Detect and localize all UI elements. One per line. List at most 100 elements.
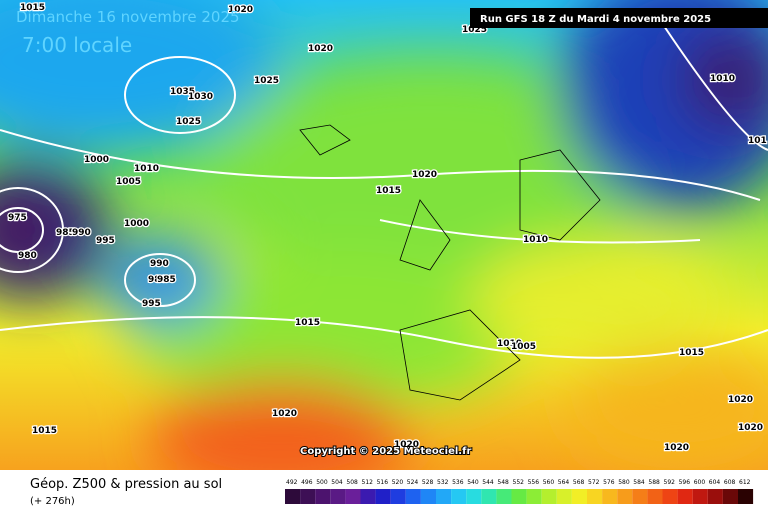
scale-label: 596 xyxy=(679,479,691,486)
scale-swatch xyxy=(587,489,603,504)
scale-swatch xyxy=(405,489,421,504)
scale-swatch xyxy=(330,489,346,504)
isobar-label: 1000 xyxy=(84,155,109,165)
isobar-label: 1035 xyxy=(170,87,195,97)
scale-label: 520 xyxy=(392,479,404,486)
isobar-label: 1010 xyxy=(710,74,735,84)
isobar-label: 1020 xyxy=(228,5,253,15)
scale-label: 560 xyxy=(543,479,555,486)
isobar-label: 1020 xyxy=(308,44,333,54)
scale-label: 588 xyxy=(648,479,660,486)
isobar-label: 990 xyxy=(72,228,91,238)
scale-label: 552 xyxy=(513,479,525,486)
scale-label: 600 xyxy=(694,479,706,486)
isobar-label: 1015 xyxy=(20,3,45,13)
scale-swatch xyxy=(571,489,587,504)
copyright: Copyright © 2025 Meteociel.fr xyxy=(300,446,471,457)
isobar-label: 1005 xyxy=(116,177,141,187)
scale-swatch xyxy=(541,489,557,504)
isobar-label: 1025 xyxy=(176,117,201,127)
scale-swatch xyxy=(692,489,708,504)
isobar-label: 1005 xyxy=(511,342,536,352)
run: Run GFS 18 Z du Mardi 4 novembre 2025 xyxy=(480,14,711,25)
isobar-label: 1010 xyxy=(497,339,522,349)
scale-swatch xyxy=(722,489,738,504)
isobar-label: 1020 xyxy=(728,395,753,405)
scale-swatch xyxy=(420,489,436,504)
isobar-label: 1020 xyxy=(664,443,689,453)
scale-swatch xyxy=(375,489,391,504)
scale-swatch xyxy=(556,489,572,504)
scale-label: 572 xyxy=(588,479,600,486)
scale-swatch xyxy=(677,489,693,504)
scale-label: 532 xyxy=(437,479,449,486)
isobar-label: 1020 xyxy=(394,440,419,450)
footer-subtitle: (+ 276h) xyxy=(30,496,75,507)
scale-label: 576 xyxy=(603,479,615,486)
isobar-label: 1010 xyxy=(134,164,159,174)
scale-label: 568 xyxy=(573,479,585,486)
scale-label: 496 xyxy=(301,479,313,486)
time: 7:00 locale xyxy=(22,33,132,57)
scale-swatch xyxy=(526,489,542,504)
isobar-label: 980 xyxy=(148,275,167,285)
isobar-label: 1015 xyxy=(679,348,704,358)
scale-label: 512 xyxy=(362,479,374,486)
scale-swatch xyxy=(602,489,618,504)
scale-label: 504 xyxy=(331,479,343,486)
scale-swatch xyxy=(390,489,406,504)
field xyxy=(0,0,768,500)
isobar-label: 1015 xyxy=(32,426,57,436)
isobar-label: 1020 xyxy=(738,423,763,433)
scale-label: 540 xyxy=(467,479,479,486)
scale-swatch xyxy=(511,489,527,504)
date: Dimanche 16 novembre 2025 xyxy=(16,8,240,26)
isobar-label: 980 xyxy=(18,251,37,261)
isobar-label: 995 xyxy=(142,299,161,309)
scale-label: 500 xyxy=(316,479,328,486)
isobar-label: 995 xyxy=(96,236,115,246)
scale-swatch xyxy=(360,489,376,504)
scale-swatch xyxy=(617,489,633,504)
scale-label: 524 xyxy=(407,479,419,486)
scale-swatch xyxy=(707,489,723,504)
scale-label: 536 xyxy=(452,479,464,486)
isobar-label: 1010 xyxy=(523,235,548,245)
scale-label: 608 xyxy=(724,479,736,486)
isobar-label: 990 xyxy=(150,259,169,269)
scale-label: 604 xyxy=(709,479,721,486)
scale-swatch xyxy=(481,489,497,504)
isobar-label: 1020 xyxy=(412,170,437,180)
scale-label: 580 xyxy=(618,479,630,486)
scale-swatch xyxy=(315,489,331,504)
scale-swatch xyxy=(466,489,482,504)
run-box xyxy=(470,8,768,28)
scale-swatch xyxy=(451,489,467,504)
scale-label: 508 xyxy=(346,479,358,486)
scale-label: 584 xyxy=(633,479,645,486)
scale-swatch xyxy=(632,489,648,504)
scale-swatch xyxy=(738,489,754,504)
scale-label: 528 xyxy=(422,479,434,486)
scale-swatch xyxy=(345,489,361,504)
isobar-label: 1015 xyxy=(376,186,401,196)
isobar-label: 1000 xyxy=(124,219,149,229)
footer-title: Géop. Z500 & pression au sol xyxy=(30,477,222,492)
scale-swatch xyxy=(436,489,452,504)
scale-label: 556 xyxy=(528,479,540,486)
isobar-label: 1025 xyxy=(254,76,279,86)
scale-label: 548 xyxy=(497,479,509,486)
isobar-label: 985 xyxy=(56,228,75,238)
isobar-label: 975 xyxy=(8,213,27,223)
isobar-label: 101 xyxy=(748,136,767,146)
scale-label: 592 xyxy=(664,479,676,486)
scale-label: 492 xyxy=(286,479,298,486)
scale-label: 612 xyxy=(739,479,751,486)
isobar-label: 985 xyxy=(157,275,176,285)
isobar-label: 1020 xyxy=(272,409,297,419)
scale-label: 564 xyxy=(558,479,570,486)
scale-label: 544 xyxy=(482,479,494,486)
isobar-label: 1015 xyxy=(295,318,320,328)
scale-swatch xyxy=(496,489,512,504)
